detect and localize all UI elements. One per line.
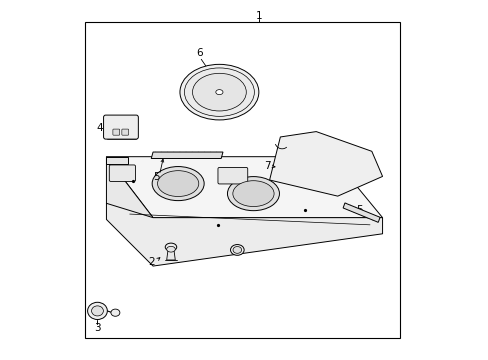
FancyBboxPatch shape <box>218 167 247 184</box>
Ellipse shape <box>192 73 246 111</box>
Text: 4: 4 <box>96 123 102 133</box>
Ellipse shape <box>230 244 244 255</box>
Ellipse shape <box>111 309 120 316</box>
Polygon shape <box>106 157 382 218</box>
Text: 7: 7 <box>264 161 270 171</box>
FancyBboxPatch shape <box>122 129 128 135</box>
Polygon shape <box>151 152 223 158</box>
Polygon shape <box>166 249 175 260</box>
Ellipse shape <box>180 64 258 120</box>
Polygon shape <box>106 157 153 261</box>
Bar <box>85 22 400 338</box>
Text: 5: 5 <box>355 205 362 215</box>
Text: 2: 2 <box>148 257 155 267</box>
Polygon shape <box>106 203 382 266</box>
Ellipse shape <box>165 243 176 251</box>
Polygon shape <box>269 132 382 196</box>
Ellipse shape <box>87 302 107 319</box>
Text: 6: 6 <box>196 48 203 58</box>
Ellipse shape <box>232 181 274 207</box>
FancyBboxPatch shape <box>113 129 120 135</box>
Ellipse shape <box>157 171 198 197</box>
Ellipse shape <box>215 90 223 95</box>
Ellipse shape <box>152 167 203 201</box>
Ellipse shape <box>184 68 254 116</box>
Ellipse shape <box>166 246 175 252</box>
Ellipse shape <box>233 247 241 253</box>
Text: 1: 1 <box>255 11 262 21</box>
Ellipse shape <box>91 306 103 316</box>
Polygon shape <box>343 203 379 222</box>
Polygon shape <box>106 157 128 164</box>
FancyBboxPatch shape <box>103 115 138 139</box>
Ellipse shape <box>227 177 279 211</box>
Text: 3: 3 <box>94 323 101 333</box>
FancyBboxPatch shape <box>109 165 135 181</box>
Text: 5: 5 <box>153 172 160 183</box>
